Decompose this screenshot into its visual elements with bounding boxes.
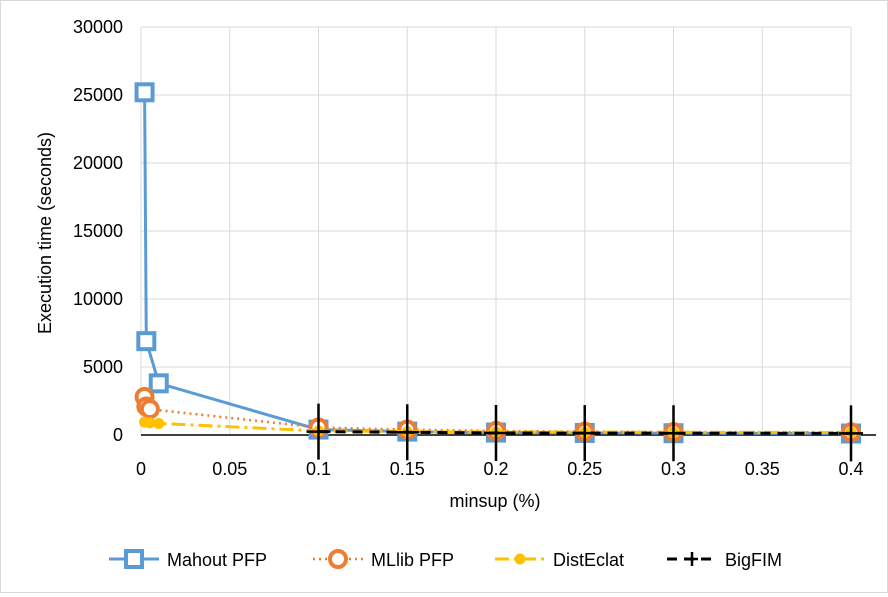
series-line [143,92,852,435]
data-point [148,373,169,394]
data-point [306,403,331,460]
y-tick-label: 10000 [73,289,123,309]
x-tick-label: 0.25 [567,459,602,479]
legend-marker [686,552,698,566]
series-bigfim [306,403,863,462]
x-tick-label: 0.3 [661,459,686,479]
y-tick-label: 15000 [73,221,123,241]
y-tick-label: 20000 [73,153,123,173]
legend-marker [328,549,348,569]
grid-lines [141,26,852,435]
legend-marker [514,553,526,565]
legend-item: MLlib PFP [313,549,454,570]
series-line [318,430,852,435]
data-point [136,331,157,352]
x-tick-label: 0.4 [838,459,863,479]
data-point [839,405,863,462]
x-tick-label: 0 [136,459,146,479]
x-axis-label: minsup (%) [449,491,540,511]
data-point [134,82,155,103]
x-tick-label: 0.05 [212,459,247,479]
data-point [661,405,686,462]
y-axis-label: Execution time (seconds) [35,132,55,334]
y-tick-label: 30000 [73,17,123,37]
series-layer [134,82,863,462]
x-tick-label: 0.1 [306,459,331,479]
y-tick-label: 0 [113,425,123,445]
data-point [139,399,160,420]
axes: 0 5000 10000 15000 20000 25000 30000 0 0.05 0.1 0.… [73,17,876,479]
data-point [395,404,420,461]
legend-item: DistEclat [495,550,624,570]
legend-label: DistEclat [553,550,624,570]
x-tick-label: 0.15 [390,459,425,479]
x-tick-label: 0.35 [745,459,780,479]
legend-marker [124,549,144,569]
legend: Mahout PFP MLlib PFP DistEclat BigFIM [109,549,782,570]
series-mahout-pfp [134,82,861,444]
legend-item: Mahout PFP [109,549,267,570]
legend-label: MLlib PFP [371,550,454,570]
data-point [153,417,165,429]
y-tick-label: 25000 [73,85,123,105]
legend-item: BigFIM [667,550,782,570]
y-tick-label: 5000 [83,357,123,377]
x-tick-label: 0.2 [483,459,508,479]
data-point [572,405,597,462]
legend-label: BigFIM [725,550,782,570]
data-point [484,404,508,461]
legend-label: Mahout PFP [167,550,267,570]
